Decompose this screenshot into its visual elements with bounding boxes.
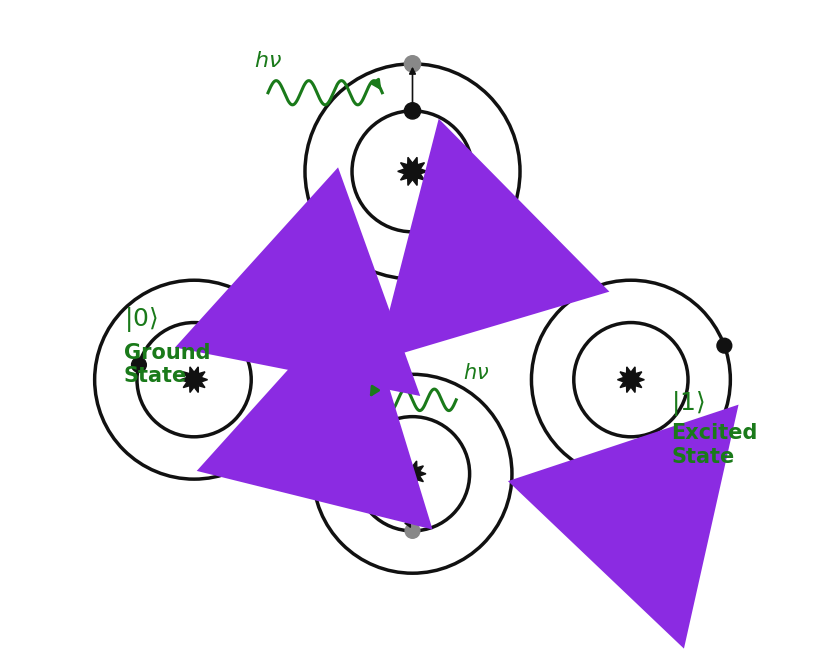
Polygon shape — [399, 461, 426, 487]
Text: State: State — [672, 447, 734, 467]
Text: State: State — [124, 366, 186, 386]
Circle shape — [405, 523, 420, 538]
Text: Ground: Ground — [124, 343, 210, 363]
Circle shape — [335, 396, 350, 411]
Text: $h\nu$: $h\nu$ — [254, 50, 282, 71]
Circle shape — [131, 358, 146, 372]
Polygon shape — [181, 367, 208, 392]
Circle shape — [404, 103, 421, 119]
Text: Excited: Excited — [672, 423, 757, 444]
Polygon shape — [398, 157, 427, 185]
Circle shape — [717, 338, 732, 353]
Circle shape — [404, 56, 421, 72]
Text: $|0\rangle$: $|0\rangle$ — [124, 304, 158, 334]
Text: $h\nu$: $h\nu$ — [463, 363, 489, 383]
Text: $|1\rangle$: $|1\rangle$ — [672, 388, 705, 418]
Polygon shape — [617, 367, 644, 392]
